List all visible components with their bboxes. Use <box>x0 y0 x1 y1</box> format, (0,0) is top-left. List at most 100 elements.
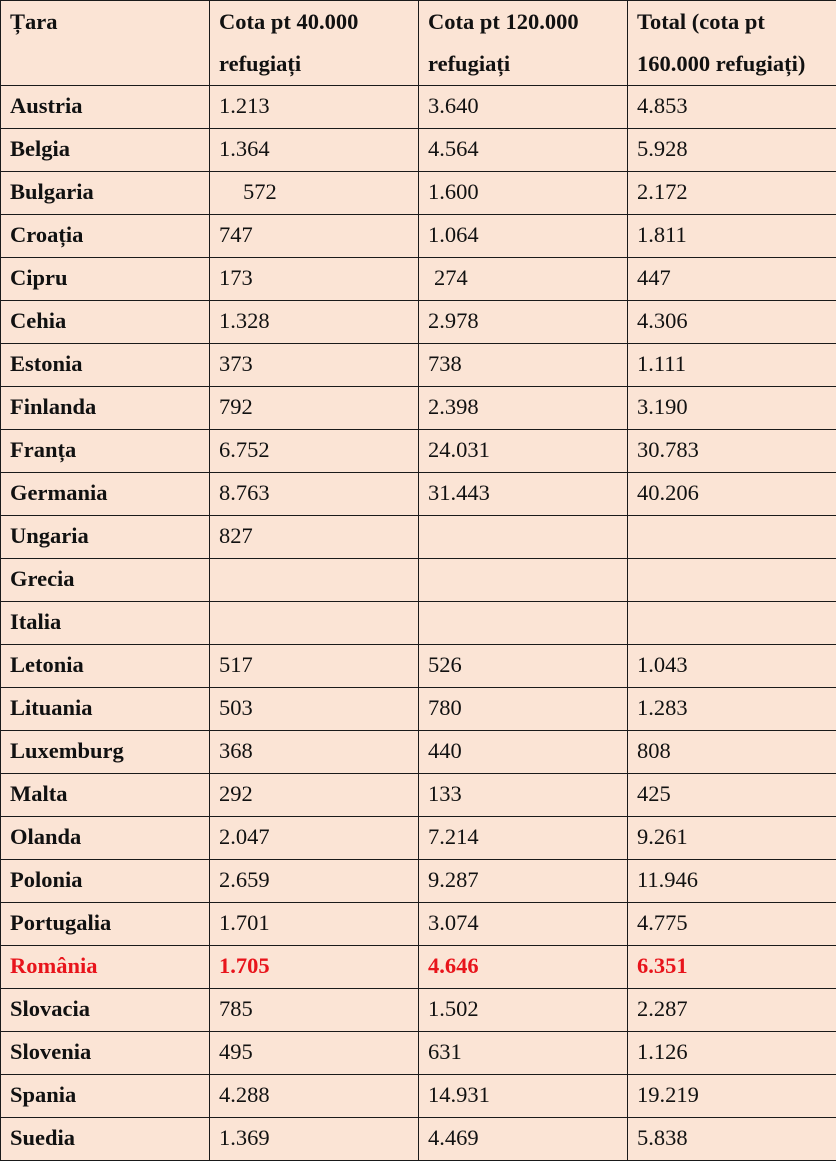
table-row: Italia <box>1 602 836 645</box>
header-quota-40000: Cota pt 40.000 refugiați <box>210 1 419 86</box>
cell-quota-120000: 9.287 <box>419 860 628 903</box>
cell-quota-120000 <box>419 602 628 645</box>
cell-quota-40000: 2.659 <box>210 860 419 903</box>
cell-country: Finlanda <box>1 387 210 430</box>
cell-country: Letonia <box>1 645 210 688</box>
cell-total: 808 <box>628 731 836 774</box>
cell-quota-40000: 1.364 <box>210 129 419 172</box>
cell-total: 1.043 <box>628 645 836 688</box>
cell-total: 2.172 <box>628 172 836 215</box>
cell-total: 1.126 <box>628 1032 836 1075</box>
cell-total: 447 <box>628 258 836 301</box>
cell-quota-120000: 1.064 <box>419 215 628 258</box>
cell-total: 9.261 <box>628 817 836 860</box>
cell-quota-120000: 738 <box>419 344 628 387</box>
cell-country: Olanda <box>1 817 210 860</box>
cell-total: 6.351 <box>628 946 836 989</box>
cell-total <box>628 516 836 559</box>
cell-total: 5.838 <box>628 1118 836 1161</box>
cell-country: Bulgaria <box>1 172 210 215</box>
cell-country: Lituania <box>1 688 210 731</box>
cell-quota-120000: 526 <box>419 645 628 688</box>
cell-quota-40000: 827 <box>210 516 419 559</box>
cell-quota-40000: 6.752 <box>210 430 419 473</box>
cell-country: Italia <box>1 602 210 645</box>
table-row: Grecia <box>1 559 836 602</box>
cell-quota-120000: 24.031 <box>419 430 628 473</box>
cell-quota-40000: 1.213 <box>210 86 419 129</box>
cell-total: 2.287 <box>628 989 836 1032</box>
cell-quota-120000: 133 <box>419 774 628 817</box>
cell-quota-120000: 2.978 <box>419 301 628 344</box>
cell-country: Slovenia <box>1 1032 210 1075</box>
cell-quota-40000: 292 <box>210 774 419 817</box>
cell-quota-120000: 4.469 <box>419 1118 628 1161</box>
cell-total: 1.811 <box>628 215 836 258</box>
cell-quota-120000: 14.931 <box>419 1075 628 1118</box>
cell-quota-120000: 31.443 <box>419 473 628 516</box>
cell-country: Spania <box>1 1075 210 1118</box>
cell-quota-40000: 495 <box>210 1032 419 1075</box>
cell-quota-40000: 373 <box>210 344 419 387</box>
cell-quota-40000: 572 <box>210 172 419 215</box>
cell-quota-40000: 173 <box>210 258 419 301</box>
cell-quota-40000: 747 <box>210 215 419 258</box>
cell-quota-120000: 7.214 <box>419 817 628 860</box>
cell-country: Ungaria <box>1 516 210 559</box>
cell-quota-120000: 3.074 <box>419 903 628 946</box>
cell-quota-120000: 780 <box>419 688 628 731</box>
cell-country: Cehia <box>1 301 210 344</box>
cell-country: Polonia <box>1 860 210 903</box>
cell-total: 1.111 <box>628 344 836 387</box>
cell-country: Luxemburg <box>1 731 210 774</box>
cell-quota-40000: 2.047 <box>210 817 419 860</box>
cell-quota-120000: 4.564 <box>419 129 628 172</box>
cell-total: 4.853 <box>628 86 836 129</box>
cell-total: 30.783 <box>628 430 836 473</box>
cell-total: 4.306 <box>628 301 836 344</box>
cell-total: 425 <box>628 774 836 817</box>
cell-quota-120000: 1.600 <box>419 172 628 215</box>
cell-country: Estonia <box>1 344 210 387</box>
cell-country: Germania <box>1 473 210 516</box>
cell-total: 1.283 <box>628 688 836 731</box>
cell-quota-120000 <box>419 559 628 602</box>
cell-quota-40000: 368 <box>210 731 419 774</box>
cell-quota-40000: 1.369 <box>210 1118 419 1161</box>
cell-quota-40000: 503 <box>210 688 419 731</box>
cell-total <box>628 602 836 645</box>
cell-country: Belgia <box>1 129 210 172</box>
cell-country: Suedia <box>1 1118 210 1161</box>
header-total-160000: Total (cota pt 160.000 refugiați) <box>628 1 836 86</box>
cell-quota-120000: 1.502 <box>419 989 628 1032</box>
cell-quota-120000: 631 <box>419 1032 628 1075</box>
cell-total: 11.946 <box>628 860 836 903</box>
cell-quota-40000: 4.288 <box>210 1075 419 1118</box>
cell-country: Franța <box>1 430 210 473</box>
cell-total: 19.219 <box>628 1075 836 1118</box>
cell-quota-120000: 274 <box>419 258 628 301</box>
cell-quota-120000: 2.398 <box>419 387 628 430</box>
cell-quota-40000 <box>210 559 419 602</box>
cell-country: Portugalia <box>1 903 210 946</box>
header-row: Țara Cota pt 40.000 refugiați Cota pt 12… <box>1 1 836 86</box>
